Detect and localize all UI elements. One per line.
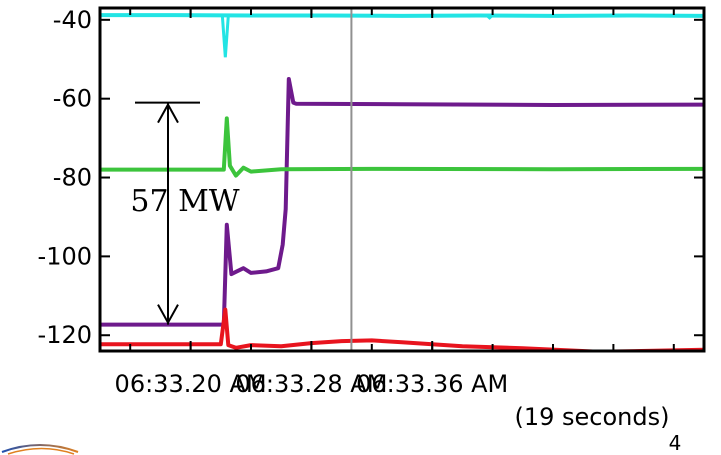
y-tick-label: -120 — [38, 321, 92, 349]
x-axis-note: (19 seconds) — [515, 403, 670, 431]
series-line — [100, 77, 704, 327]
y-tick-label: -60 — [53, 85, 92, 113]
y-tick-label: -80 — [53, 164, 92, 192]
x-tick-label: 06:33.28 AM — [235, 370, 387, 398]
slide-number: 4 — [669, 431, 682, 455]
x-tick-label: 06:33.20 AM — [115, 370, 267, 398]
series-spike — [485, 13, 494, 20]
annotation-arrowhead-up — [157, 102, 179, 124]
series-line — [100, 13, 704, 18]
plot-frame — [98, 6, 706, 353]
y-tick-label: -100 — [38, 242, 92, 270]
annotation-label: 57 MW — [130, 184, 239, 219]
logo-mark — [1, 444, 79, 455]
axes-group — [98, 6, 706, 353]
annotation-group: 57 MW — [130, 101, 240, 325]
y-axis-ticks: -40 -60 -80 -100 -120 — [38, 6, 704, 349]
series-line — [100, 116, 704, 178]
x-tick-label: 06:33.36 AM — [356, 370, 508, 398]
series-spike — [220, 14, 230, 58]
annotation-arrowhead-down — [157, 304, 179, 325]
y-tick-label: -40 — [53, 6, 92, 34]
